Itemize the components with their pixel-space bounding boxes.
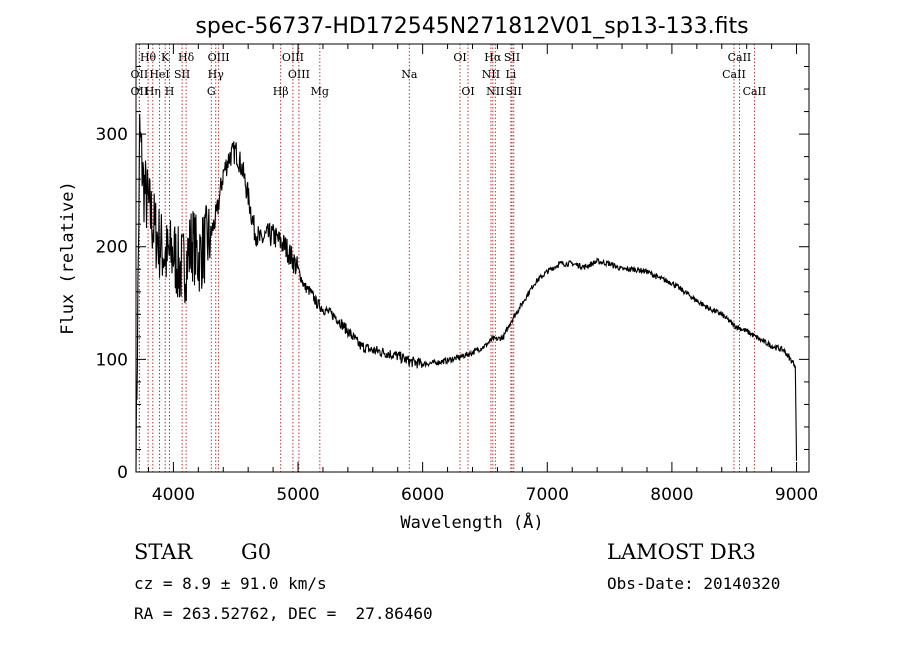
spectral-line-label: Na bbox=[401, 68, 418, 81]
spectral-line-label: Hθ bbox=[140, 51, 157, 64]
x-tick-label: 8000 bbox=[650, 485, 693, 505]
x-axis-label: Wavelength (Å) bbox=[400, 511, 543, 533]
spectral-line-label: OII bbox=[131, 85, 149, 98]
spectral-line-label: Mg bbox=[311, 85, 329, 98]
y-tick-label: 100 bbox=[96, 350, 128, 370]
spectral-line-label: OI bbox=[461, 85, 474, 98]
spectral-line-label: Li bbox=[505, 68, 516, 81]
spectral-line-label: Hβ bbox=[273, 85, 289, 98]
spectral-line-label: CaII bbox=[743, 85, 767, 98]
spectral-line-label: K bbox=[161, 51, 170, 64]
spectral-line-label: NII bbox=[482, 68, 500, 81]
spectral-line-label: SII bbox=[504, 51, 520, 64]
x-tick-label: 9000 bbox=[775, 485, 818, 505]
spectral-line-label: NII bbox=[486, 85, 504, 98]
spectral-line-label: CaII bbox=[722, 68, 746, 81]
x-axis-ticks: 4000 5000 6000 7000 8000 9000 bbox=[147, 44, 818, 505]
plot-frame bbox=[135, 43, 810, 473]
spectral-line-label: Hγ bbox=[208, 68, 225, 81]
y-tick-label: 0 bbox=[117, 463, 128, 483]
spectral-line-label: Hδ bbox=[178, 51, 195, 64]
spectrum-line bbox=[135, 113, 798, 473]
survey-name: LAMOST DR3 bbox=[607, 540, 756, 564]
spectral-line-label: SII bbox=[174, 68, 190, 81]
chart-title: spec-56737-HD172545N271812V01_sp13-133.f… bbox=[195, 14, 748, 39]
spectral-line-label: G bbox=[207, 85, 216, 98]
y-tick-label: 300 bbox=[96, 125, 128, 145]
redshift-velocity: cz = 8.9 ± 91.0 km/s bbox=[134, 574, 327, 593]
y-axis-ticks: 0 100 200 300 bbox=[96, 66, 809, 483]
spectral-line-markers bbox=[138, 44, 755, 472]
coordinates: RA = 263.52762, DEC = 27.86460 bbox=[134, 604, 433, 623]
spectral-line-label: OIII bbox=[288, 68, 310, 81]
spectral-line-label: OIII bbox=[282, 51, 304, 64]
x-tick-label: 4000 bbox=[152, 485, 195, 505]
x-tick-label: 6000 bbox=[401, 485, 444, 505]
object-class: STAR bbox=[134, 540, 193, 564]
y-tick-label: 200 bbox=[96, 238, 128, 258]
spectral-line-label: OIII bbox=[208, 51, 230, 64]
spectral-line-label: OI bbox=[453, 51, 466, 64]
x-tick-label: 7000 bbox=[526, 485, 569, 505]
x-tick-label: 5000 bbox=[276, 485, 319, 505]
spectral-line-label: Hα bbox=[484, 51, 502, 64]
spectral-line-label: SII bbox=[506, 85, 522, 98]
spectral-line-label: H bbox=[165, 85, 175, 98]
spectral-line-label: Hη bbox=[145, 85, 161, 98]
spectral-line-label: CaII bbox=[728, 51, 752, 64]
object-subclass: G0 bbox=[241, 540, 272, 564]
observation-date: Obs-Date: 20140320 bbox=[607, 574, 781, 593]
y-axis-label: Flux (relative) bbox=[58, 181, 78, 335]
spectral-line-label: HeI bbox=[149, 68, 169, 81]
spectral-line-label: OII bbox=[131, 68, 149, 81]
